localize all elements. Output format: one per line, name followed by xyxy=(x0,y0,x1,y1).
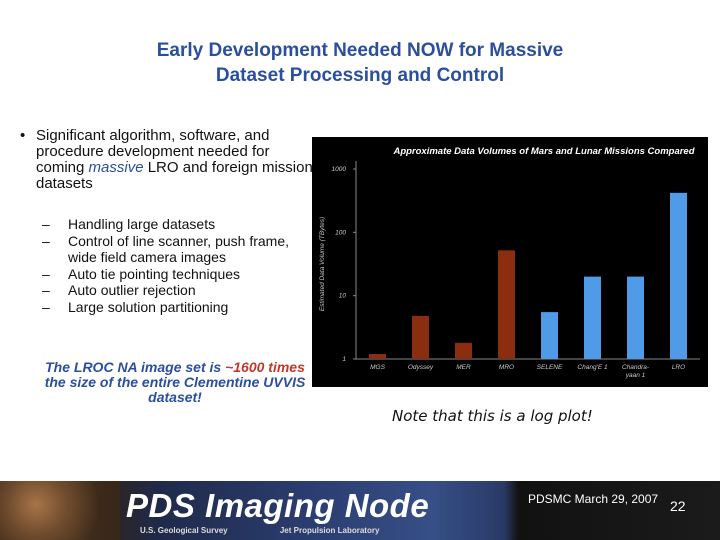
bar-odyssey xyxy=(412,315,429,359)
dash-icon: – xyxy=(42,282,50,298)
footer-orgs: U.S. Geological Survey Jet Propulsion La… xyxy=(140,526,429,535)
bar-lro xyxy=(670,192,687,359)
main-bullet-text-a: Significant algorithm, software, and pro… xyxy=(36,127,270,176)
slide-title: Early Development Needed NOW for Massive… xyxy=(0,38,720,88)
footer-org-jpl: Jet Propulsion Laboratory xyxy=(279,526,380,535)
bar-selene xyxy=(541,312,558,359)
y-axis-label: Estimated Data Volume (TBytes) xyxy=(319,217,326,311)
x-tick-label: MER xyxy=(456,364,471,371)
dash-icon: – xyxy=(42,265,50,282)
bar-chang-e-1 xyxy=(584,276,601,359)
bar-mer xyxy=(455,342,472,359)
y-tick-label: 10 xyxy=(339,293,347,300)
sub-bullet-text: Auto outlier rejection xyxy=(68,282,196,298)
sub-bullet: – Auto outlier rejection xyxy=(42,282,320,299)
sub-bullet-list: – Handling large datasets – Control of lin… xyxy=(42,216,320,315)
chart-title: Approximate Data Volumes of Mars and Lun… xyxy=(392,146,694,157)
sub-bullet: – Control of line scanner, push frame, wi… xyxy=(42,233,320,266)
footer-banner: PDS Imaging Node U.S. Geological Survey … xyxy=(0,481,720,540)
lroc-note-c: the size of the entire Clementine UVVIS … xyxy=(44,374,306,405)
bar-mro xyxy=(498,250,515,359)
x-tick-label: Odyssey xyxy=(408,364,434,371)
bullet-dot-icon: • xyxy=(20,127,26,144)
dash-icon: – xyxy=(42,298,50,315)
lroc-note-emphasis: ~1600 times xyxy=(225,359,305,375)
sub-bullet-text: Large solution partitioning xyxy=(68,298,229,315)
footer-org-usgs: U.S. Geological Survey xyxy=(140,526,228,535)
page-number: 22 xyxy=(670,498,686,514)
main-bullet-text: Significant algorithm, software, and pro… xyxy=(36,128,320,192)
y-tick-label: 100 xyxy=(335,229,346,236)
main-bullet-text-b: LRO and foreign mission datasets xyxy=(36,159,313,192)
slide-title-line1: Early Development Needed NOW for Massive xyxy=(156,40,564,61)
x-tick-label: SELENE xyxy=(537,364,563,371)
sub-bullet-text: Auto tie pointing techniques xyxy=(68,265,241,282)
slide-title-line2: Dataset Processing and Control xyxy=(215,65,505,86)
mars-texture-image xyxy=(0,481,120,540)
chart-svg: Approximate Data Volumes of Mars and Lun… xyxy=(319,146,700,379)
data-volume-chart: Approximate Data Volumes of Mars and Lun… xyxy=(312,137,708,387)
main-bullet-emphasis: massive xyxy=(88,159,144,176)
dash-icon: – xyxy=(42,232,50,249)
x-tick-label: Chang'E 1 xyxy=(577,364,608,371)
y-tick-label: 1 xyxy=(342,356,346,363)
x-tick-label: LRO xyxy=(672,364,685,371)
bullet-list: • Significant algorithm, software, and p… xyxy=(20,128,320,315)
y-tick-label: 1000 xyxy=(332,166,347,173)
x-tick-label: Chandra- xyxy=(622,364,650,371)
footer-title: PDS Imaging Node xyxy=(126,487,430,524)
log-plot-note: Note that this is a log plot! xyxy=(392,407,593,425)
lroc-note-a: The LROC NA image set is xyxy=(45,359,226,375)
dash-icon: – xyxy=(42,216,50,232)
lroc-note: The LROC NA image set is ~1600 times the… xyxy=(40,360,310,405)
sub-bullet: – Large solution partitioning xyxy=(42,299,320,316)
x-tick-label: MGS xyxy=(370,364,385,371)
x-tick-label: MRO xyxy=(499,364,514,371)
sub-bullet-text: Control of line scanner, push frame, wid… xyxy=(68,232,290,266)
sub-bullet: – Handling large datasets xyxy=(42,216,320,233)
sub-bullet-text: Handling large datasets xyxy=(68,216,216,232)
footer-date: PDSMC March 29, 2007 xyxy=(528,492,659,506)
bar-chandrayaan-1 xyxy=(627,276,644,359)
bar-mgs xyxy=(369,353,386,359)
main-bullet: • Significant algorithm, software, and p… xyxy=(20,128,320,192)
x-tick-label: yaan 1 xyxy=(625,372,646,379)
sub-bullet: – Auto tie pointing techniques xyxy=(42,266,320,283)
